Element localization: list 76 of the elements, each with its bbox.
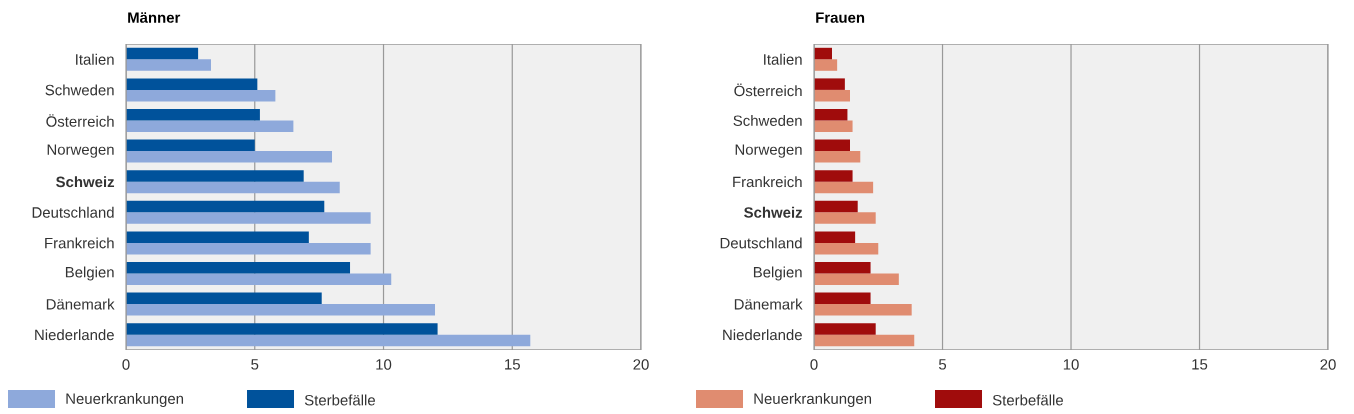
bar xyxy=(814,304,912,316)
y-tick-label: Belgien xyxy=(753,266,802,281)
y-tick-label: Österreich xyxy=(46,114,114,127)
bar xyxy=(126,273,392,285)
bar xyxy=(814,120,853,132)
bar xyxy=(814,212,876,224)
x-tick-label: 10 xyxy=(376,359,392,370)
y-tick-label: Dänemark xyxy=(734,298,803,310)
bar xyxy=(126,231,309,243)
bar xyxy=(126,170,304,182)
bar xyxy=(814,151,861,163)
bar xyxy=(814,170,853,182)
y-tick-label: Niederlande xyxy=(723,329,802,341)
bar xyxy=(126,78,258,90)
y-tick-label: Schweiz xyxy=(56,176,115,188)
bar xyxy=(126,212,371,224)
bar xyxy=(126,181,340,194)
bar xyxy=(814,334,915,347)
y-tick-label: Belgien xyxy=(65,266,114,281)
legend-label: Neuerkrankungen xyxy=(754,393,872,407)
y-tick-label: Schweiz xyxy=(744,206,803,218)
bar xyxy=(814,59,838,71)
bar xyxy=(126,120,294,132)
bar xyxy=(814,47,833,60)
y-tick-label: Norwegen xyxy=(47,144,114,158)
bar xyxy=(814,181,874,194)
y-tick-label: Niederlande xyxy=(35,329,114,341)
y-tick-label: Schweden xyxy=(45,84,114,96)
chart-title: Frauen xyxy=(816,12,865,23)
bar xyxy=(814,139,850,152)
bar xyxy=(126,304,436,316)
legend-label: Sterbefälle xyxy=(304,394,375,406)
y-tick-label: Deutschland xyxy=(720,237,802,249)
y-tick-label: Österreich xyxy=(734,83,802,97)
x-tick-label: 10 xyxy=(1063,359,1079,370)
y-tick-label: Norwegen xyxy=(735,144,802,158)
y-tick-label: Frankreich xyxy=(45,237,114,249)
y-tick-label: Italien xyxy=(764,53,802,65)
legend-label: Neuerkrankungen xyxy=(66,393,184,407)
bar xyxy=(126,109,260,121)
bar xyxy=(814,323,876,335)
x-tick-label: 15 xyxy=(505,359,520,370)
chart-title: Männer xyxy=(128,12,181,23)
bar xyxy=(814,78,845,90)
bar xyxy=(814,200,858,213)
x-tick-label: 0 xyxy=(810,359,818,370)
bar xyxy=(814,242,879,255)
y-tick-label: Dänemark xyxy=(46,298,115,310)
x-tick-label: 5 xyxy=(251,359,259,370)
bar xyxy=(126,334,531,347)
bar xyxy=(814,262,871,274)
x-tick-label: 20 xyxy=(633,359,649,370)
x-tick-label: 20 xyxy=(1320,359,1336,370)
x-tick-label: 5 xyxy=(938,359,947,370)
bar xyxy=(126,200,325,213)
bar xyxy=(126,139,255,152)
legend-label: Sterbefälle xyxy=(992,394,1063,406)
y-tick-label: Frankreich xyxy=(733,176,802,188)
x-tick-label: 15 xyxy=(1192,359,1208,370)
bar xyxy=(126,89,276,102)
bar xyxy=(814,273,899,285)
bar xyxy=(126,59,211,71)
y-tick-label: Deutschland xyxy=(32,206,114,218)
bar xyxy=(126,323,438,335)
bar xyxy=(814,231,856,243)
bar xyxy=(814,89,850,102)
bar xyxy=(126,151,333,163)
bar xyxy=(126,47,199,60)
bar xyxy=(126,262,351,274)
y-tick-label: Italien xyxy=(76,53,114,65)
y-tick-label: Schweden xyxy=(733,115,802,126)
bar xyxy=(814,109,848,121)
bar xyxy=(126,242,371,255)
bar xyxy=(126,292,322,305)
bar xyxy=(814,292,871,305)
x-tick-label: 0 xyxy=(122,359,130,370)
